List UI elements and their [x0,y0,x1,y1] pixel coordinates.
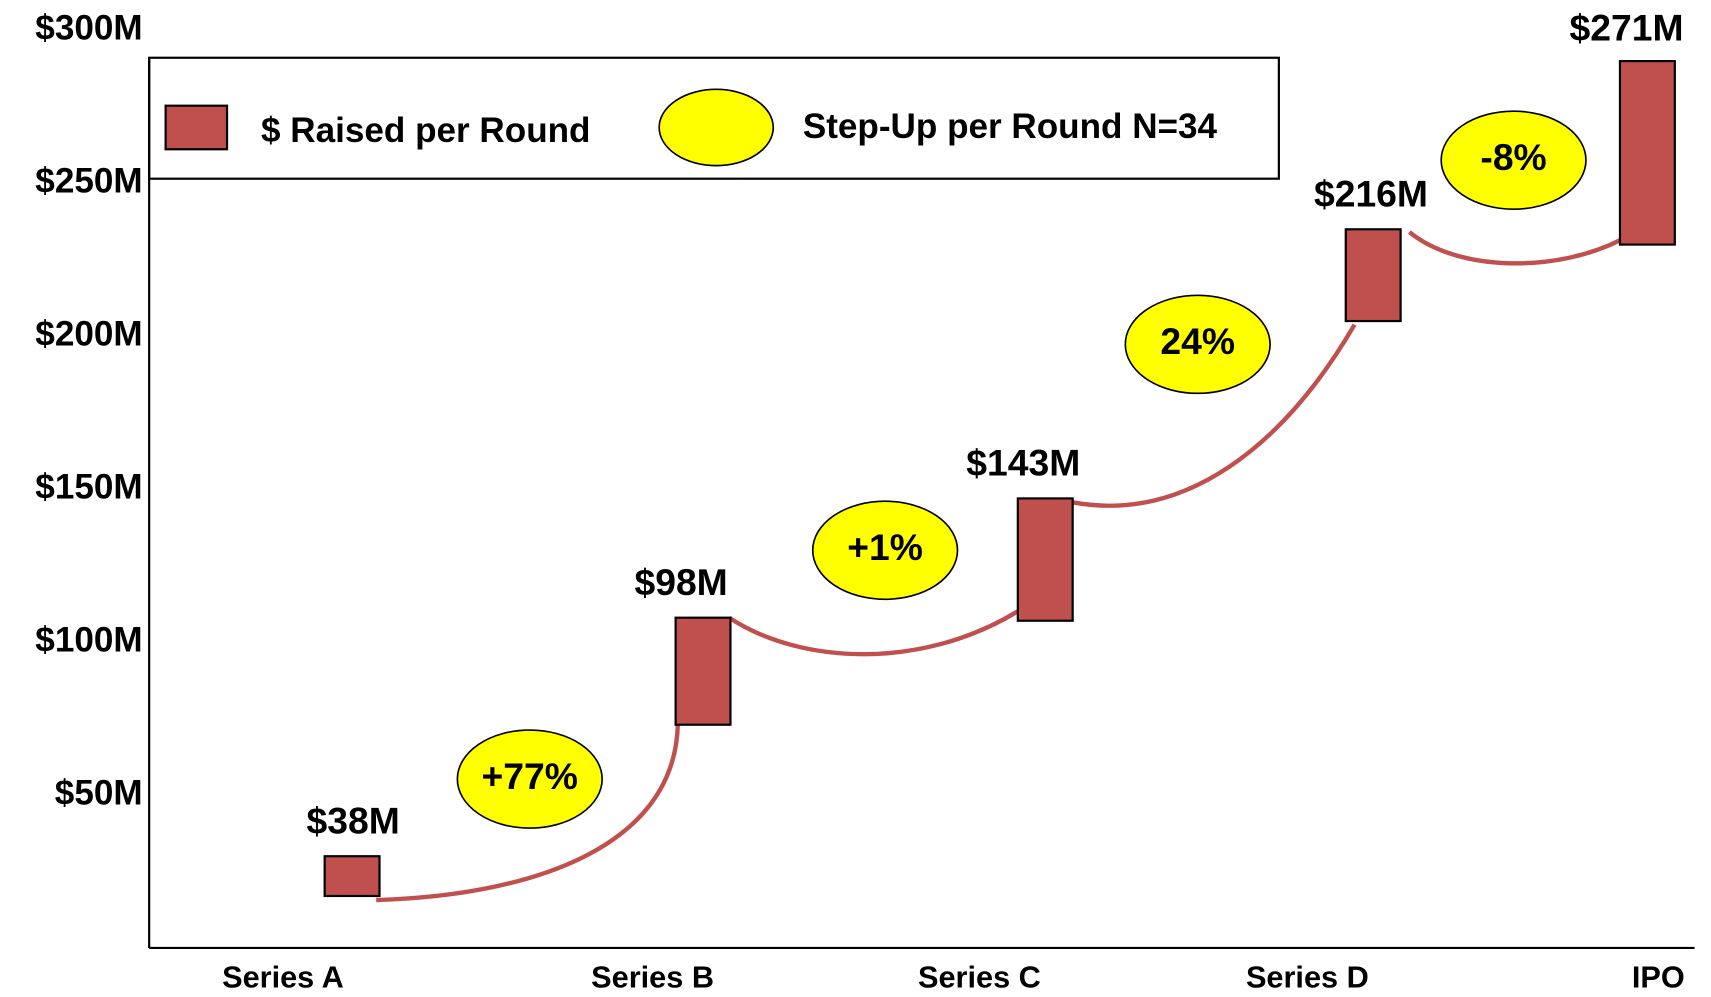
connector [1072,323,1357,508]
bar [674,616,732,726]
x-tick-label: Series C [918,961,1041,995]
x-tick-label: Series A [222,961,344,995]
x-tick-label: IPO [1632,961,1685,995]
connector [728,609,1019,657]
legend-swatch [658,88,775,167]
x-tick-label: Series B [591,961,714,995]
data-label: $98M [634,561,727,603]
step-up-marker [456,729,603,829]
legend-swatch [164,104,229,151]
step-up-marker [1124,294,1271,395]
connector [376,724,681,903]
y-tick-label: $250M [35,162,142,201]
data-label: $216M [1314,172,1428,214]
y-tick-label: $200M [35,315,142,354]
data-label: $271M [1570,6,1684,48]
y-tick-label: $150M [35,468,142,507]
legend-label: $ Raised per Round [261,111,590,150]
step-up-label: 24% [1160,320,1235,362]
bar [1016,497,1074,622]
bar [1344,228,1402,323]
step-up-marker [811,500,959,601]
data-label: $143M [966,442,1080,484]
x-tick-label: Series D [1246,961,1369,995]
legend-label: Step-Up per Round N=34 [803,107,1218,146]
step-up-label: +77% [482,755,578,797]
connectors [376,230,1623,903]
data-label: $38M [307,799,400,841]
bar [323,855,381,898]
connector [1407,230,1623,266]
step-up-label: +1% [847,526,923,568]
step-up-marker [1440,110,1587,211]
y-tick-label: $100M [35,620,142,659]
bar [1618,60,1676,246]
y-tick-label: $300M [35,9,142,48]
step-up-label: -8% [1480,136,1546,178]
y-tick-label: $50M [55,773,143,812]
